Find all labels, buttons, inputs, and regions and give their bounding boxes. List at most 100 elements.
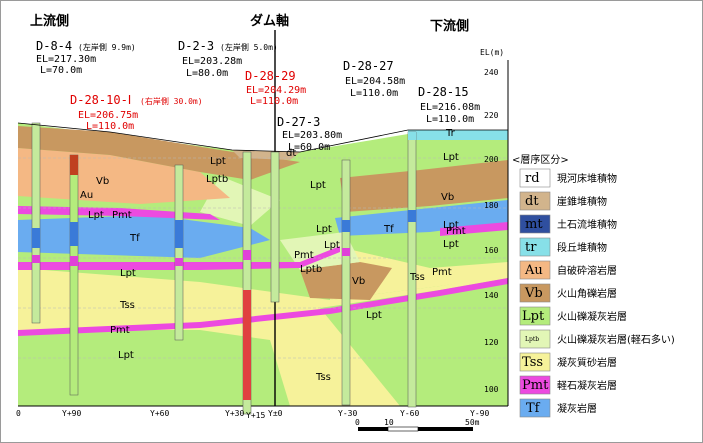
el-axis-tick: 200 <box>484 155 499 164</box>
borehole-length: L=110.0m <box>86 121 134 132</box>
ground-surface-line <box>17 122 508 153</box>
geo-label: Lpt <box>443 152 459 163</box>
geo-label: Lptb <box>300 264 322 275</box>
x-axis-label: Y+30 <box>225 409 244 418</box>
x-axis-label: Y-30 <box>338 409 357 418</box>
borehole-header-7: D-28-15 EL=216.08m L=110.0m <box>418 85 480 125</box>
svg-text:現河床堆積物: 現河床堆積物 <box>557 172 617 185</box>
layer-pmt-mid <box>18 246 340 270</box>
borehole-el: EL=216.08m <box>420 102 480 113</box>
geo-label: Lpt <box>118 350 134 361</box>
legend-item-tss: Tss 凝灰質砂岩層 <box>519 352 617 372</box>
x-axis-label: Y-60 <box>400 409 419 418</box>
legend-item-pmt: Pmt 軽石凝灰岩層 <box>519 375 617 395</box>
geo-label: Vb <box>352 276 365 287</box>
borehole-name: D-28-10-Ⅰ <box>70 93 131 107</box>
svg-text:Tss: Tss <box>522 355 543 370</box>
layer-fills <box>18 123 508 406</box>
scale-tick: 50m <box>465 418 480 427</box>
legend-item-vb: Vb 火山角礫岩層 <box>519 283 617 303</box>
geo-label: Lpt <box>443 220 459 231</box>
svg-text:火山角礫岩層: 火山角礫岩層 <box>557 287 617 300</box>
geo-label: Au <box>80 190 93 201</box>
el-axis-tick: 120 <box>484 338 499 347</box>
layer-tr-top <box>408 130 508 140</box>
borehole-header-6: D-27-3 EL=203.80m L=60.0m <box>277 115 342 153</box>
svg-text:dt: dt <box>525 194 539 209</box>
svg-text:火山礫凝灰岩層: 火山礫凝灰岩層 <box>557 310 627 323</box>
svg-text:自破砕溶岩層: 自破砕溶岩層 <box>557 264 617 277</box>
legend: <層序区分> rd 現河床堆積物 dt 崖錐堆積物 mt 土石流堆積物 tr 段… <box>512 153 675 418</box>
x-axis-label: Y+60 <box>150 409 169 418</box>
el-axis-tick: 220 <box>484 111 499 120</box>
svg-text:tr: tr <box>525 240 537 255</box>
borehole-column-6 <box>341 159 351 406</box>
borehole-el: EL=204.58m <box>345 76 405 87</box>
geo-label: Pmt <box>112 210 132 221</box>
borehole-column-3 <box>174 164 184 341</box>
svg-text:Lpt: Lpt <box>522 309 545 324</box>
x-axis-label: Y+15 <box>246 411 265 420</box>
scale-bar: 0 10 50m <box>355 418 480 432</box>
layer-tf-left <box>18 215 270 258</box>
legend-item-rd: rd 現河床堆積物 <box>519 168 617 188</box>
geo-label: Lpt <box>210 156 226 167</box>
borehole-length: L=110.0m <box>250 96 298 107</box>
borehole-header-1: D-8-4 (左岸側 9.9m) EL=217.30m L=70.0m <box>36 39 136 76</box>
geo-label: Pmt <box>446 226 466 237</box>
layer-lptb-center <box>280 232 360 270</box>
section-grid <box>18 157 508 359</box>
svg-text:崖錐堆積物: 崖錐堆積物 <box>557 195 607 208</box>
borehole-column-5 <box>270 151 280 303</box>
borehole-length: L=70.0m <box>40 65 82 76</box>
legend-item-mt: mt 土石流堆積物 <box>519 214 617 234</box>
borehole-el: EL=203.80m <box>282 130 342 141</box>
scale-tick: 10 <box>384 418 394 427</box>
geo-label: Lpt <box>366 310 382 321</box>
svg-text:Lptb: Lptb <box>525 336 539 343</box>
borehole-headers: D-8-4 (左岸側 9.9m) EL=217.30m L=70.0m D-2-… <box>36 39 480 153</box>
geo-label: Lpt <box>316 224 332 235</box>
borehole-length: L=60.0m <box>288 142 330 153</box>
borehole-header-3: D-28-29 EL=204.29m L=110.0m <box>245 69 306 107</box>
geo-label: Tss <box>119 300 135 311</box>
borehole-name: D-28-15 <box>418 85 469 99</box>
el-axis-tick: 160 <box>484 246 499 255</box>
svg-text:凝灰質砂岩層: 凝灰質砂岩層 <box>557 356 617 369</box>
el-axis-tick: 140 <box>484 291 499 300</box>
geo-label: Vb <box>441 192 454 203</box>
borehole-columns <box>31 122 417 415</box>
geology-labels: dt Vb Au Lpt Pmt Tf Lpt Tss Pmt Lpt Lpt … <box>80 128 466 383</box>
borehole-note: (左岸側 5.0m) <box>220 42 278 52</box>
borehole-name: D-28-27 <box>343 59 394 73</box>
svg-text:土石流堆積物: 土石流堆積物 <box>557 218 617 231</box>
x-axis-label: 0 <box>16 409 21 418</box>
legend-title: <層序区分> <box>512 153 569 166</box>
borehole-column-7 <box>407 131 417 408</box>
el-axis-tick: 180 <box>484 201 499 210</box>
downstream-label: 下流側 <box>430 18 469 34</box>
upstream-label: 上流側 <box>30 13 69 29</box>
dam-axis-label: ダム軸 <box>250 13 289 29</box>
borehole-length: L=110.0m <box>350 88 398 99</box>
borehole-el: EL=206.75m <box>78 110 138 121</box>
borehole-name: D-2-3 <box>178 39 214 53</box>
geo-label: Lpt <box>310 180 326 191</box>
geo-label: Lpt <box>88 210 104 221</box>
geo-label: Lptb <box>206 174 228 185</box>
borehole-el: EL=204.29m <box>246 85 306 96</box>
svg-text:軽石凝灰岩層: 軽石凝灰岩層 <box>557 379 617 392</box>
scale-tick: 0 <box>355 418 360 427</box>
geo-label: Tf <box>129 233 140 244</box>
legend-item-au: Au 自破砕溶岩層 <box>519 260 617 280</box>
x-axis-label: Y+90 <box>62 409 81 418</box>
borehole-header-5: D-28-27 EL=204.58m L=110.0m <box>343 59 405 99</box>
svg-text:Vb: Vb <box>524 286 543 301</box>
legend-item-tf: Tf 凝灰岩層 <box>519 398 597 418</box>
borehole-el: EL=203.28m <box>182 56 242 67</box>
svg-text:Au: Au <box>524 263 543 278</box>
borehole-length: L=80.0m <box>186 68 228 79</box>
geo-label: Tr <box>445 128 456 139</box>
geo-label: Lpt <box>443 239 459 250</box>
